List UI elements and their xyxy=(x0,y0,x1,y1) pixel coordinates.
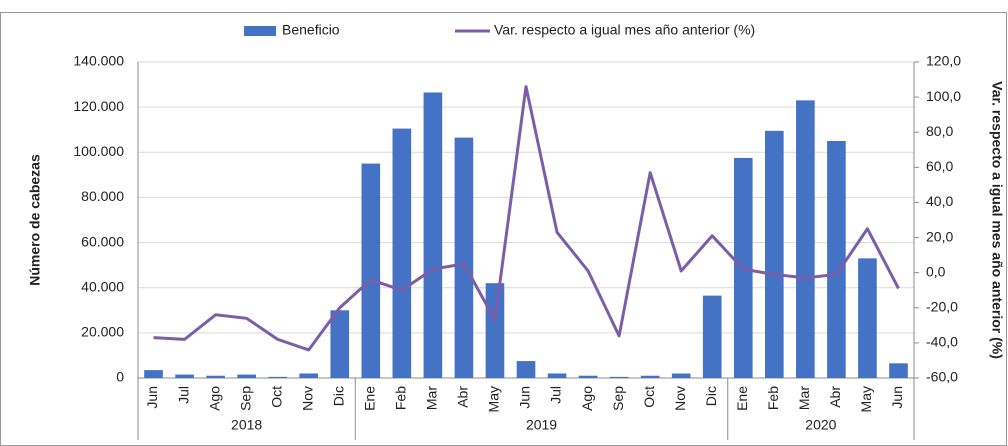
x-tick-label: Mar xyxy=(796,386,812,410)
x-tick-label: May xyxy=(486,386,502,412)
x-tick-label: Mar xyxy=(424,386,440,410)
x-tick-label: Ene xyxy=(362,386,378,411)
legend-label: Var. respecto a igual mes año anterior (… xyxy=(494,22,755,38)
x-tick-label: Sep xyxy=(237,386,253,411)
x-tick-label: Oct xyxy=(641,386,657,408)
x-tick-label: Dic xyxy=(703,386,719,406)
bar xyxy=(827,141,846,378)
x-tick-label: Abr xyxy=(455,386,471,408)
y-axis-title: Número de cabezas xyxy=(27,154,43,286)
bar xyxy=(423,92,443,378)
y-tick-label: 120.000 xyxy=(73,98,124,114)
bar xyxy=(485,283,505,378)
group-label: 2019 xyxy=(526,417,557,433)
legend-swatch-bar xyxy=(244,26,276,36)
bar xyxy=(578,375,598,378)
y2-tick-label: 40,0 xyxy=(926,193,953,209)
y-tick-label: 80.000 xyxy=(81,188,124,204)
x-tick-label: Nov xyxy=(672,386,688,411)
bar xyxy=(299,373,319,378)
bar xyxy=(671,373,691,378)
y2-tick-label: 60,0 xyxy=(926,158,953,174)
bar xyxy=(144,370,163,378)
x-tick-label: May xyxy=(858,386,874,412)
x-tick-label: Jun xyxy=(144,386,160,409)
bar xyxy=(516,361,536,378)
y-tick-label: 140.000 xyxy=(73,53,124,69)
line xyxy=(153,85,900,352)
y2-tick-label: 80,0 xyxy=(926,123,953,139)
frame xyxy=(0,12,1007,446)
y-tick-label: 100.000 xyxy=(73,143,124,159)
bar xyxy=(765,130,784,378)
x-tick-label: Jun xyxy=(889,386,905,409)
group-label: 2018 xyxy=(231,417,262,433)
bar xyxy=(889,363,908,378)
x-tick-label: Jul xyxy=(548,386,564,404)
y2-tick-label: -20,0 xyxy=(926,298,958,314)
x-tick-label: Abr xyxy=(827,386,843,408)
x-tick-label: Dic xyxy=(330,386,346,406)
bar xyxy=(702,295,722,378)
x-tick-label: Ago xyxy=(206,386,222,411)
x-tick-label: Sep xyxy=(610,386,626,411)
y2-tick-label: 20,0 xyxy=(926,228,953,244)
x-tick-label: Feb xyxy=(393,386,409,410)
group-label: 2020 xyxy=(805,417,836,433)
y2-tick-label: -40,0 xyxy=(926,334,958,350)
x-tick-label: Ago xyxy=(579,386,595,411)
bar xyxy=(547,373,567,378)
y-tick-label: 40.000 xyxy=(81,278,124,294)
y-tick-label: 60.000 xyxy=(81,233,124,249)
bar xyxy=(206,375,225,378)
x-tick-label: Oct xyxy=(268,386,284,408)
y2-tick-label: 100,0 xyxy=(926,88,961,104)
y-tick-label: 0 xyxy=(116,369,124,385)
y2-tick-label: -60,0 xyxy=(926,369,958,385)
y2-tick-label: 120,0 xyxy=(926,53,961,69)
bar xyxy=(454,137,474,378)
bar xyxy=(361,163,381,378)
bar xyxy=(392,128,412,378)
bar xyxy=(268,376,287,378)
y-tick-label: 20.000 xyxy=(81,324,124,340)
x-tick-label: Ene xyxy=(734,386,750,411)
bar xyxy=(609,376,629,378)
bar xyxy=(175,374,194,378)
bar xyxy=(237,374,256,378)
bar xyxy=(858,258,877,378)
legend-label: Beneficio xyxy=(282,22,340,38)
bar xyxy=(330,310,350,378)
bar xyxy=(796,100,815,378)
y2-axis-title: Var. respecto a igual mes año anterior (… xyxy=(989,81,1005,359)
x-tick-label: Jul xyxy=(175,386,191,404)
x-tick-label: Feb xyxy=(765,386,781,410)
x-tick-label: Jun xyxy=(517,386,533,409)
y2-tick-label: 0,0 xyxy=(926,263,946,279)
bar xyxy=(640,375,660,378)
x-tick-label: Nov xyxy=(299,386,315,411)
